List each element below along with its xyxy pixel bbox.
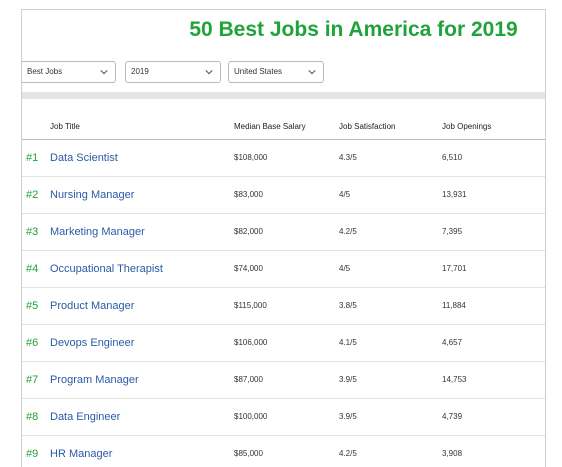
job-title-link[interactable]: Marketing Manager	[50, 226, 145, 238]
openings-value: 4,657	[442, 338, 463, 347]
job-title-link[interactable]: Program Manager	[50, 374, 139, 386]
rank-label: #2	[26, 189, 39, 201]
category-select-value: Best Jobs	[27, 67, 63, 76]
chevron-down-icon	[100, 70, 108, 75]
table-row: #6 Devops Engineer $106,000 4.1/5 4,657	[22, 325, 545, 362]
satisfaction-value: 4.3/5	[339, 153, 357, 162]
rank-label: #4	[26, 263, 39, 275]
job-title-link[interactable]: HR Manager	[50, 448, 113, 460]
rank-label: #6	[26, 337, 39, 349]
table-row: #7 Program Manager $87,000 3.9/5 14,753	[22, 362, 545, 399]
satisfaction-value: 4/5	[339, 190, 351, 199]
salary-value: $106,000	[234, 338, 268, 347]
year-select[interactable]: 2019	[125, 61, 221, 83]
satisfaction-value: 4.2/5	[339, 449, 357, 458]
header-job-title[interactable]: Job Title	[50, 122, 80, 131]
page-title: 50 Best Jobs in America for 2019	[189, 18, 518, 41]
table-row: #3 Marketing Manager $82,000 4.2/5 7,395	[22, 214, 545, 251]
satisfaction-value: 3.8/5	[339, 301, 357, 310]
table-row: #9 HR Manager $85,000 4.2/5 3,908	[22, 436, 545, 467]
openings-value: 4,739	[442, 412, 463, 421]
header-satisfaction[interactable]: Job Satisfaction	[339, 122, 396, 131]
job-title-link[interactable]: Product Manager	[50, 300, 135, 312]
openings-value: 7,395	[442, 227, 463, 236]
header-openings[interactable]: Job Openings	[442, 122, 492, 131]
table-row: #8 Data Engineer $100,000 3.9/5 4,739	[22, 399, 545, 436]
salary-value: $85,000	[234, 449, 263, 458]
satisfaction-value: 4/5	[339, 264, 351, 273]
openings-value: 6,510	[442, 153, 463, 162]
country-select[interactable]: United States	[228, 61, 324, 83]
job-title-link[interactable]: Nursing Manager	[50, 189, 135, 201]
rank-label: #9	[26, 448, 39, 460]
satisfaction-value: 4.1/5	[339, 338, 357, 347]
header-salary[interactable]: Median Base Salary	[234, 122, 306, 131]
job-title-link[interactable]: Devops Engineer	[50, 337, 135, 349]
table-row: #4 Occupational Therapist $74,000 4/5 17…	[22, 251, 545, 288]
table-row: #5 Product Manager $115,000 3.8/5 11,884	[22, 288, 545, 325]
openings-value: 3,908	[442, 449, 463, 458]
table-row: #2 Nursing Manager $83,000 4/5 13,931	[22, 177, 545, 214]
country-select-value: United States	[234, 67, 283, 76]
rank-label: #7	[26, 374, 39, 386]
salary-value: $87,000	[234, 375, 263, 384]
salary-value: $108,000	[234, 153, 268, 162]
rank-label: #3	[26, 226, 39, 238]
rank-label: #8	[26, 411, 39, 423]
salary-value: $83,000	[234, 190, 263, 199]
chevron-down-icon	[205, 70, 213, 75]
chevron-down-icon	[308, 70, 316, 75]
section-divider	[22, 92, 545, 99]
salary-value: $100,000	[234, 412, 268, 421]
job-title-link[interactable]: Occupational Therapist	[50, 263, 163, 275]
table-row: #1 Data Scientist $108,000 4.3/5 6,510	[22, 140, 545, 177]
jobs-table-body: #1 Data Scientist $108,000 4.3/5 6,510 #…	[22, 140, 545, 467]
rank-label: #1	[26, 152, 39, 164]
openings-value: 11,884	[442, 301, 466, 310]
satisfaction-value: 3.9/5	[339, 375, 357, 384]
salary-value: $115,000	[234, 301, 267, 310]
satisfaction-value: 4.2/5	[339, 227, 357, 236]
table-header: Job Title Median Base Salary Job Satisfa…	[22, 116, 545, 140]
salary-value: $74,000	[234, 264, 263, 273]
jobs-panel: 50 Best Jobs in America for 2019 Best Jo…	[21, 9, 546, 467]
rank-label: #5	[26, 300, 39, 312]
satisfaction-value: 3.9/5	[339, 412, 357, 421]
job-title-link[interactable]: Data Engineer	[50, 411, 121, 423]
category-select[interactable]: Best Jobs	[22, 61, 116, 83]
year-select-value: 2019	[131, 67, 149, 76]
openings-value: 14,753	[442, 375, 467, 384]
openings-value: 17,701	[442, 264, 467, 273]
openings-value: 13,931	[442, 190, 467, 199]
job-title-link[interactable]: Data Scientist	[50, 152, 118, 164]
salary-value: $82,000	[234, 227, 263, 236]
